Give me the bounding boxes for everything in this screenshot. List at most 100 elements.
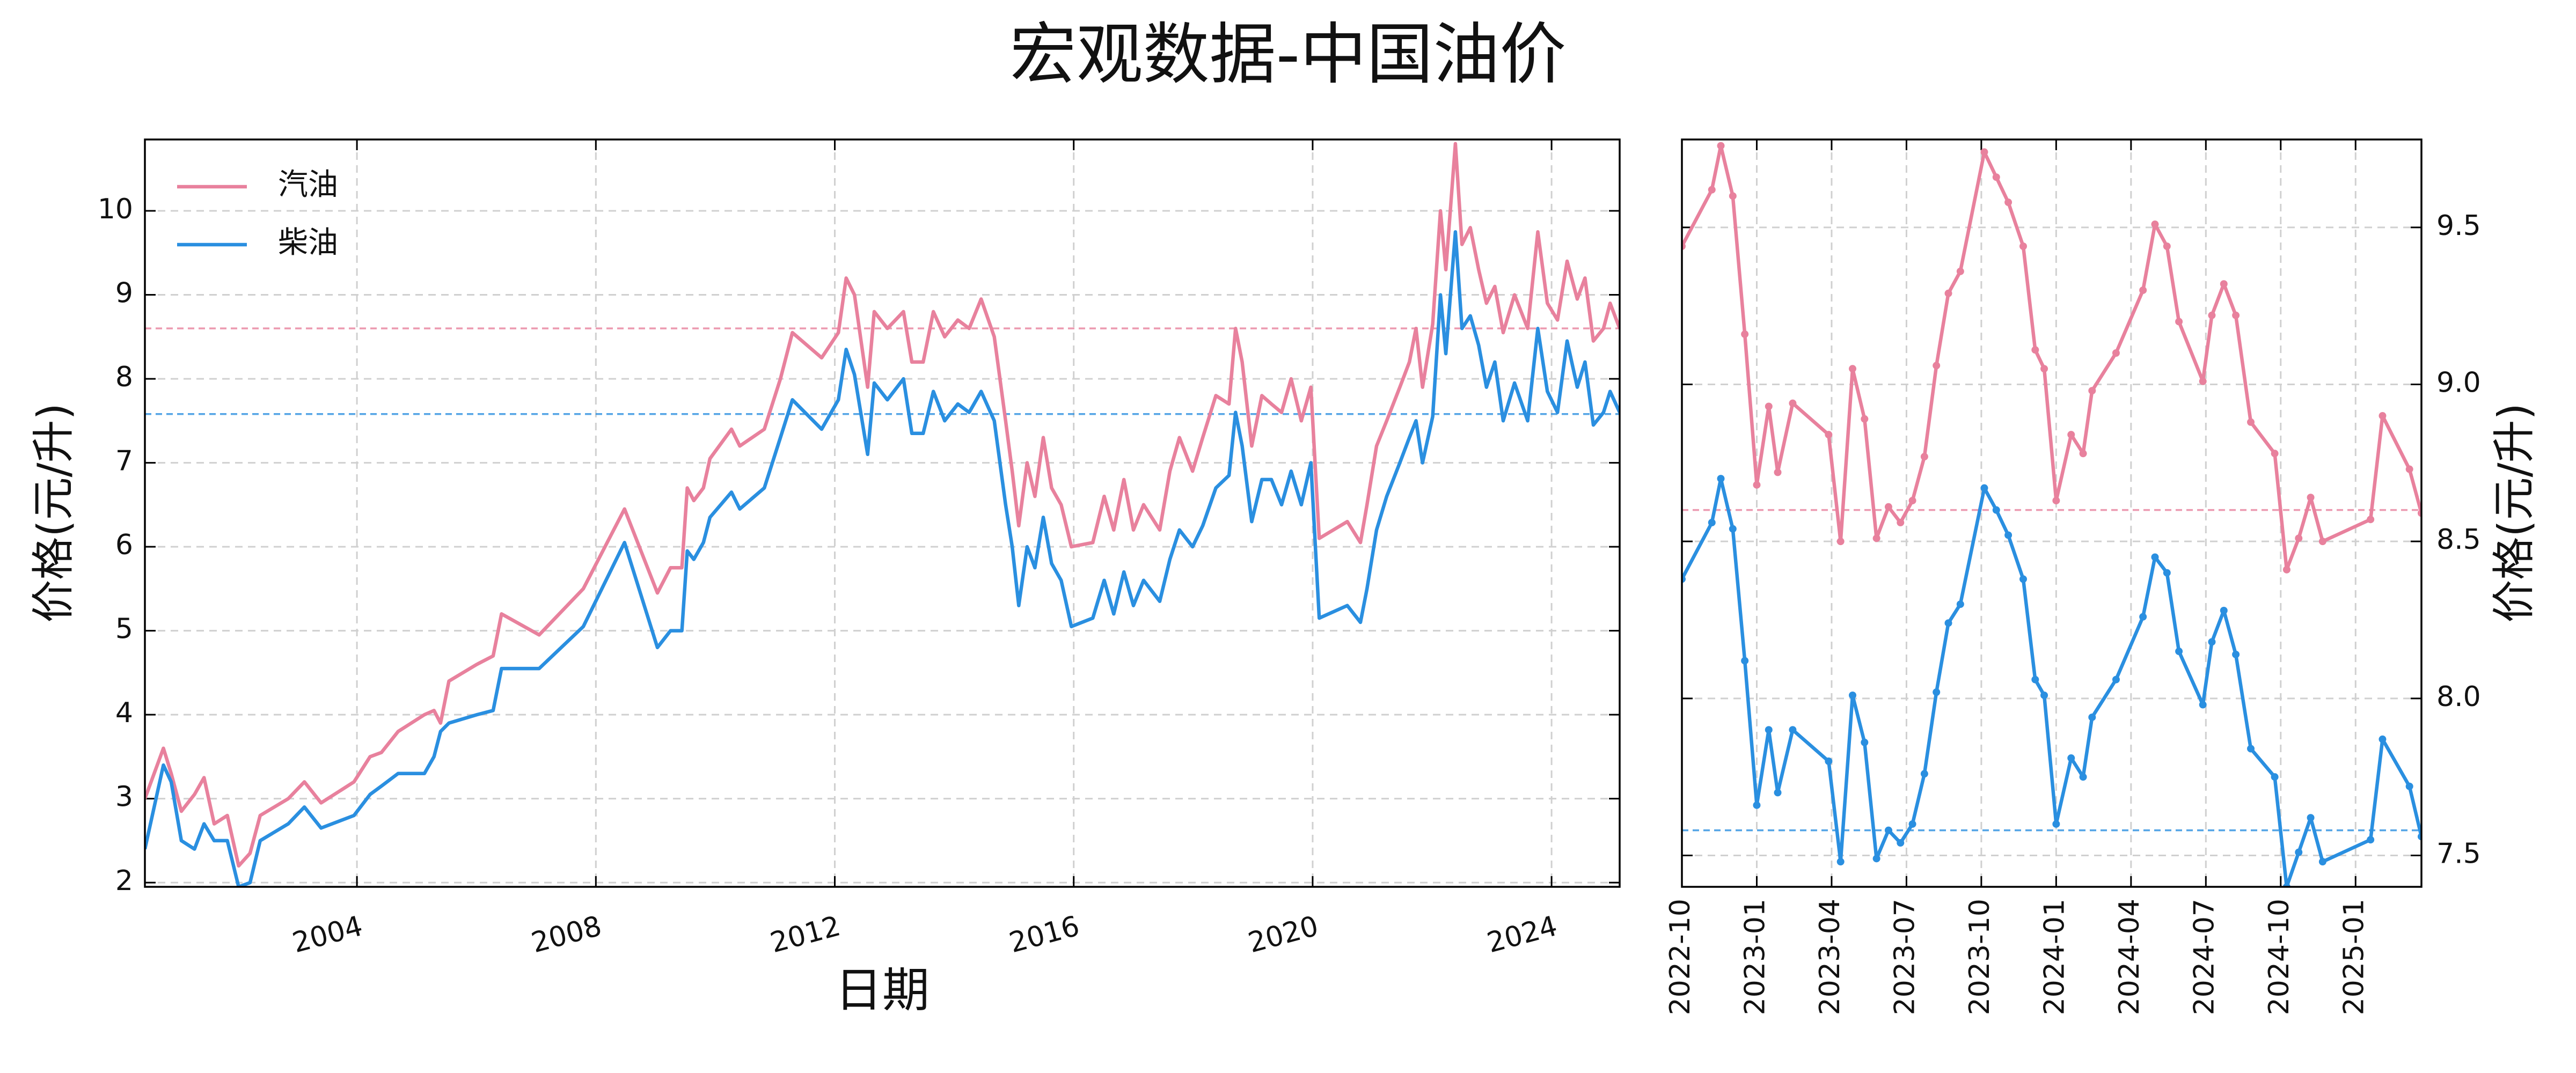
data-point [1861, 415, 1869, 423]
x-tick-label: 2024-07 [2188, 899, 2220, 1015]
series-line [1682, 144, 2421, 572]
data-point [2151, 553, 2159, 561]
data-point [2367, 836, 2375, 844]
data-point [2031, 346, 2039, 354]
data-point [1836, 538, 1845, 546]
series-line [1682, 476, 2421, 887]
data-point [2067, 754, 2075, 762]
data-point [2232, 311, 2240, 319]
plot-area [1682, 142, 2421, 887]
data-point [1908, 820, 1916, 828]
x-tick-label: 2025-01 [2338, 899, 2370, 1015]
data-point [1933, 688, 1941, 696]
data-point [1980, 148, 1988, 156]
data-point [1741, 657, 1749, 665]
data-point [2163, 242, 2171, 250]
data-point [2088, 713, 2096, 721]
data-point [2019, 242, 2027, 250]
data-point [2139, 613, 2147, 621]
data-point [1849, 691, 1856, 699]
data-point [2318, 858, 2326, 866]
y-tick-label: 9.5 [2436, 210, 2481, 242]
data-point [1920, 770, 1928, 778]
data-point [2367, 516, 2375, 524]
data-point [1920, 453, 1928, 461]
data-point [2052, 820, 2060, 828]
chart-title: 宏观数据-中国油价 [1010, 16, 1567, 93]
data-point [2247, 745, 2255, 753]
data-point [1765, 402, 1773, 410]
data-point [2208, 311, 2216, 319]
data-point [1980, 484, 1988, 492]
data-point [2031, 675, 2039, 684]
y-tick-label: 6 [115, 529, 133, 561]
data-point [2220, 280, 2228, 288]
data-point [2199, 377, 2207, 385]
data-point [1774, 789, 1782, 797]
data-point [1729, 192, 1737, 200]
data-point [2318, 538, 2326, 546]
data-point [2079, 450, 2087, 458]
data-point [2004, 531, 2012, 539]
data-point [2295, 534, 2303, 542]
data-point [1872, 855, 1880, 863]
data-point [2220, 606, 2228, 614]
data-point [1708, 519, 1716, 527]
data-point [2307, 494, 2315, 502]
y-axis-label: 价格(元/升) [28, 403, 78, 622]
data-point [1861, 738, 1869, 746]
data-point [2405, 465, 2413, 473]
data-point [2112, 675, 2120, 684]
data-point [2405, 782, 2413, 790]
y-tick-label: 8.0 [2436, 681, 2481, 713]
x-tick-label: 2022-10 [1664, 899, 1696, 1015]
y-tick-label: 4 [115, 697, 133, 729]
legend-label: 柴油 [278, 225, 338, 260]
x-tick-label: 2024-01 [2038, 899, 2070, 1015]
y-tick-label: 7.5 [2436, 837, 2481, 870]
x-tick-label: 2023-01 [1739, 899, 1771, 1015]
data-point [1708, 186, 1716, 194]
data-point [1956, 600, 1964, 608]
data-point [2271, 773, 2279, 781]
data-point [1884, 503, 1892, 511]
x-tick-label: 2023-07 [1889, 899, 1921, 1015]
data-point [1741, 330, 1749, 338]
y-tick-label: 3 [115, 781, 133, 813]
data-point [1908, 497, 1916, 505]
data-point [1992, 173, 2000, 181]
data-point [2019, 575, 2027, 583]
data-point [1897, 839, 1905, 847]
x-axis-label: 日期 [835, 962, 930, 1018]
data-point [2040, 691, 2048, 699]
data-point [1872, 534, 1880, 542]
data-point [1717, 142, 1725, 150]
data-point [2139, 286, 2147, 294]
data-point [1753, 801, 1761, 809]
data-point [2004, 199, 2012, 207]
data-point [2282, 565, 2290, 574]
data-point [1825, 431, 1833, 439]
data-point [1897, 519, 1905, 527]
data-point [2208, 638, 2216, 646]
data-point [2067, 431, 2075, 439]
data-point [1789, 726, 1797, 734]
y-tick-label: 9 [115, 277, 133, 310]
y-tick-label: 9.0 [2436, 367, 2481, 399]
data-point [1789, 399, 1797, 407]
data-point [2307, 814, 2315, 822]
y-axis-label: 价格(元/升) [2489, 403, 2539, 622]
series-line [145, 230, 1620, 887]
y-tick-label: 8.5 [2436, 524, 2481, 556]
y-tick-label: 10 [98, 193, 133, 225]
data-point [2379, 735, 2387, 743]
data-point [2175, 318, 2183, 326]
data-point [1992, 506, 2000, 514]
data-point [2052, 497, 2060, 505]
x-tick-label: 2023-04 [1814, 899, 1846, 1015]
data-point [1944, 619, 1952, 627]
data-point [2232, 650, 2240, 658]
data-point [1849, 365, 1856, 373]
y-tick-label: 5 [115, 613, 133, 645]
